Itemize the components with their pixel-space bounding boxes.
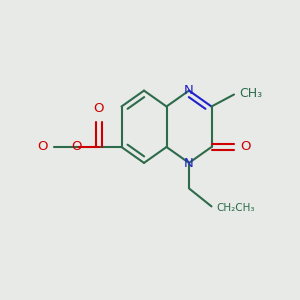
Text: CH₃: CH₃ (239, 86, 262, 100)
Text: N: N (184, 83, 194, 97)
Text: O: O (71, 140, 82, 154)
Text: O: O (94, 102, 104, 115)
Text: CH₂CH₃: CH₂CH₃ (216, 203, 254, 213)
Text: O: O (241, 140, 251, 154)
Text: N: N (184, 157, 194, 170)
Text: O: O (38, 140, 48, 154)
